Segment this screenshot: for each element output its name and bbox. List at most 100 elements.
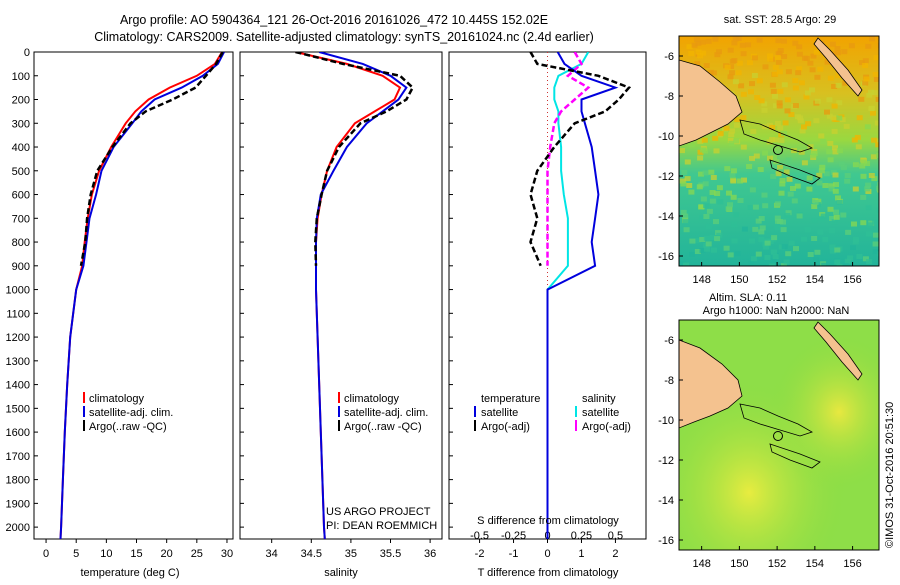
sst-pixel [824,109,830,115]
sst-pixel [860,173,867,179]
sst-pixel [750,256,757,262]
t-diff-satellite-line [546,52,619,539]
s-tick-label: 0.5 [608,530,623,542]
lat-tick-label: -8 [664,91,674,103]
sst-pixel [734,117,741,123]
sst-pixel [833,214,840,220]
lon-tick-label: 154 [806,558,824,570]
sst-pixel [770,88,777,94]
sst-pixel [786,176,793,182]
lat-tick-label: -16 [658,535,674,547]
sst-pixel [862,58,869,64]
sst-pixel [771,235,778,241]
sst-pixel [841,49,848,55]
x-tick-label: 34.5 [301,548,322,560]
sst-pixel [753,153,760,159]
sst-pixel [872,232,879,238]
sst-pixel [774,215,781,221]
sst-pixel [850,245,856,251]
sst-pixel [704,246,710,252]
sst-pixel [831,84,838,89]
sst-pixel [741,177,747,183]
sst-pixel [875,96,879,102]
sst-pixel [733,122,740,128]
sst-pixel [796,213,803,219]
sst-pixel [813,49,820,55]
sst-pixel [775,38,782,44]
sst-pixel [727,252,734,258]
sst-pixel [836,200,843,205]
sst-pixel [804,90,811,96]
depth-tick-label: 1500 [6,403,30,415]
lat-tick-label: -8 [664,375,674,387]
sst-pixel [774,55,781,60]
salinity-profiles [295,52,415,539]
sst-pixel [739,42,746,48]
sst-pixel [827,206,834,212]
sst-pixel [829,228,835,234]
sst-pixel [873,76,879,82]
depth-tick-label: 1400 [6,380,30,392]
sst-pixel [855,144,862,150]
sst-pixel [874,120,879,126]
sst-pixel [785,210,792,216]
sst-pixel [856,115,863,121]
sst-pixel [784,97,791,103]
depth-axis: 0 100 200 300 400 500 600 700 800 900 1000 1100 1200… [6,47,38,534]
lon-tick-label: 148 [692,274,710,286]
sst-pixel [699,247,706,253]
sst-pixel [781,38,787,44]
sst-pixel [723,245,730,251]
sst-pixel [823,171,830,177]
sst-pixel [872,241,879,247]
depth-tick-label: 500 [12,166,30,178]
sst-pixel [776,100,783,106]
s-tick-label: -0.25 [501,530,526,542]
sst-pixel [764,255,771,260]
sst-pixel [818,133,825,139]
sst-pixel [723,125,730,131]
sst-pixel [713,219,719,225]
sst-pixel [830,115,837,121]
sst-pixel [864,161,871,166]
difference-legend: temperature salinity satellite Argo(-adj… [474,393,631,433]
sst-pixel [834,259,841,265]
sst-pixel [775,218,781,224]
depth-tick-label: 800 [12,237,30,249]
sst-pixel [683,227,690,233]
depth-tick-label: 1900 [6,498,30,510]
sst-pixel [715,230,722,236]
depth-tick-label: 1100 [6,308,30,320]
sst-pixel [775,59,782,65]
temperature-legend: climatology satellite-adj. clim. Argo(..… [83,392,173,433]
sst-pixel [818,168,825,174]
sst-pixel [738,83,745,89]
sst-pixel [707,69,714,75]
sst-pixel [682,219,689,225]
x-tick-label: 35 [345,548,357,560]
sla-reef [769,443,821,469]
sst-pixel [772,137,779,143]
sst-pixel [767,155,773,161]
temperature-xlabel: temperature (deg C) [80,567,179,579]
sst-pixel [792,40,799,46]
sst-pixel [716,232,723,238]
sst-pixel [836,148,843,154]
sst-pixel [790,186,796,191]
sst-pixel [822,237,829,243]
sst-pixel [761,107,768,113]
sst-pixel [842,263,849,266]
sst-pixel [876,138,879,144]
sst-pixel [827,157,834,163]
sst-pixel [852,162,859,168]
sst-pixel [703,63,710,69]
sst-pixel [828,186,835,192]
sst-pixel [801,124,807,130]
sst-pixel [829,216,836,221]
sst-pixel [727,202,733,208]
sst-pixel [749,155,755,161]
sst-pixel [783,259,790,265]
sst-pixel [811,204,818,209]
sst-pixel [724,166,731,172]
sst-pixel [768,263,775,266]
